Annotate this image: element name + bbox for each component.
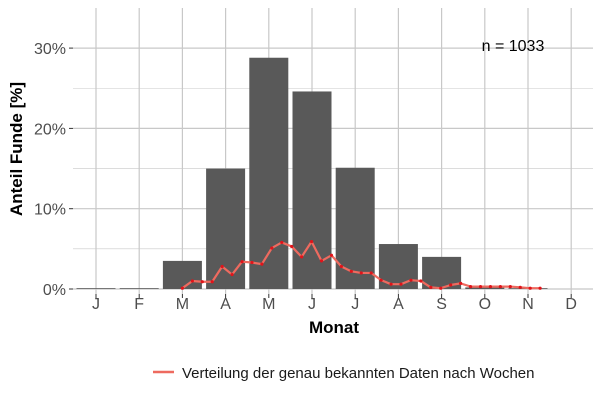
series-point — [240, 260, 244, 264]
bar-j-0 — [76, 288, 116, 289]
series-point — [518, 285, 522, 289]
series-point — [429, 285, 433, 289]
x-tick-label: M — [176, 296, 189, 313]
x-tick-label: J — [308, 296, 316, 313]
y-tick-label: 30% — [34, 41, 66, 58]
x-tick-label: O — [479, 296, 491, 313]
series-point — [478, 284, 483, 289]
x-tick-label: S — [436, 296, 447, 313]
series-point — [439, 286, 443, 290]
x-tick-label: D — [565, 296, 577, 313]
series-point — [270, 246, 274, 250]
series-point — [389, 282, 393, 286]
bar-o-9 — [465, 287, 505, 289]
bar-m-4 — [249, 57, 289, 290]
series-point — [329, 253, 334, 257]
series-point — [409, 278, 413, 282]
x-tick-label: M — [262, 296, 275, 313]
series-point — [319, 259, 324, 263]
series-point — [488, 284, 493, 289]
series-point — [290, 244, 294, 249]
legend-label: Verteilung der genau bekannten Daten nac… — [182, 365, 535, 382]
x-tick-label: J — [92, 296, 100, 313]
bar-j-6 — [335, 167, 375, 289]
series-point — [359, 271, 363, 275]
series-point — [419, 279, 423, 283]
x-tick-label: A — [220, 296, 231, 313]
x-tick-label: F — [134, 296, 144, 313]
x-tick-label: N — [522, 296, 534, 313]
series-point — [280, 240, 284, 245]
series-point — [528, 286, 532, 290]
series-point — [309, 240, 314, 244]
series-point — [468, 284, 473, 289]
y-axis-ticks: 0% 10% 20% 30% — [34, 41, 73, 299]
series-point — [369, 271, 373, 275]
x-tick-label: J — [351, 296, 359, 313]
series-point — [339, 264, 343, 269]
series-point — [508, 284, 512, 289]
series-point — [220, 264, 224, 269]
bar-f-1 — [119, 288, 159, 289]
sample-size-annotation: n = 1033 — [482, 38, 545, 55]
y-tick-label: 20% — [34, 121, 66, 138]
y-tick-label: 0% — [43, 282, 66, 299]
series-point — [200, 280, 204, 284]
series-point — [498, 284, 502, 289]
series-point — [538, 286, 542, 290]
legend: Verteilung der genau bekannten Daten nac… — [153, 365, 535, 382]
series-point — [379, 278, 383, 282]
series-point — [399, 282, 403, 286]
series-point — [459, 281, 463, 285]
y-tick-label: 10% — [34, 202, 66, 219]
y-axis-label: Anteil Funde [%] — [7, 82, 26, 216]
bar-a-3 — [206, 168, 246, 289]
bar-m-2 — [162, 260, 202, 289]
bars — [76, 57, 548, 290]
bar-j-5 — [292, 91, 332, 289]
series-point — [449, 283, 453, 287]
x-tick-label: A — [393, 296, 404, 313]
series-point — [349, 269, 353, 273]
x-axis-label: Monat — [309, 318, 359, 337]
series-point — [190, 279, 194, 283]
series-point — [250, 260, 254, 265]
weekly-series — [180, 240, 542, 290]
series-point — [230, 272, 234, 277]
series-point — [210, 280, 214, 284]
series-point — [180, 286, 184, 290]
series-point — [260, 262, 264, 266]
series-point — [300, 255, 304, 259]
